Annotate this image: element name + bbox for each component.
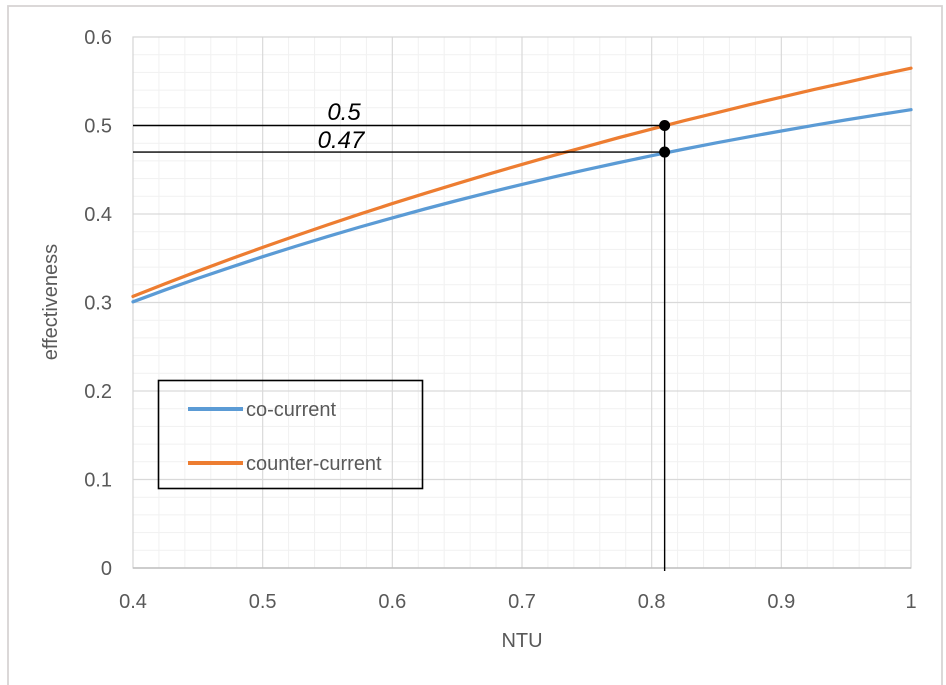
annotation-label-counter-current: 0.5 bbox=[327, 99, 361, 126]
y-tick-label: 0.1 bbox=[84, 470, 112, 492]
x-axis-title: NTU bbox=[501, 630, 542, 652]
legend-border bbox=[157, 379, 424, 490]
y-tick-label: 0.3 bbox=[84, 293, 112, 315]
figure-frame-border bbox=[7, 5, 943, 685]
x-tick-label: 0.7 bbox=[508, 591, 536, 613]
y-tick-label: 0.6 bbox=[84, 27, 112, 49]
marker-dot bbox=[659, 146, 671, 158]
y-axis-tick-labels: 0 0.1 0.2 0.3 0.4 0.5 0.6 bbox=[84, 27, 112, 580]
legend: co-current counter-current bbox=[157, 379, 424, 490]
x-axis-tick-labels: 0.4 0.5 0.6 0.7 0.8 0.9 1 bbox=[119, 591, 916, 613]
x-tick-label: 0.8 bbox=[638, 591, 666, 613]
x-tick-label: 0.9 bbox=[767, 591, 795, 613]
y-tick-label: 0.5 bbox=[84, 116, 112, 138]
x-tick-label: 0.6 bbox=[378, 591, 406, 613]
annotation-label-co-current: 0.47 bbox=[318, 127, 366, 154]
series-line-co-current bbox=[131, 108, 913, 304]
series-line-counter-current bbox=[131, 66, 913, 299]
y-tick-label: 0.4 bbox=[84, 204, 112, 226]
x-tick-label: 0.4 bbox=[119, 591, 147, 613]
x-tick-label: 1 bbox=[905, 591, 916, 613]
legend-label-counter-current: counter-current bbox=[246, 453, 382, 475]
marker-dot bbox=[659, 120, 671, 131]
series-lines bbox=[131, 66, 913, 304]
annotation-guides bbox=[133, 120, 671, 571]
y-tick-label: 0.2 bbox=[84, 381, 112, 403]
legend-label-co-current: co-current bbox=[246, 399, 336, 421]
y-axis-title: effectiveness bbox=[40, 244, 62, 360]
y-tick-label: 0 bbox=[101, 558, 112, 580]
x-tick-label: 0.5 bbox=[249, 591, 277, 613]
